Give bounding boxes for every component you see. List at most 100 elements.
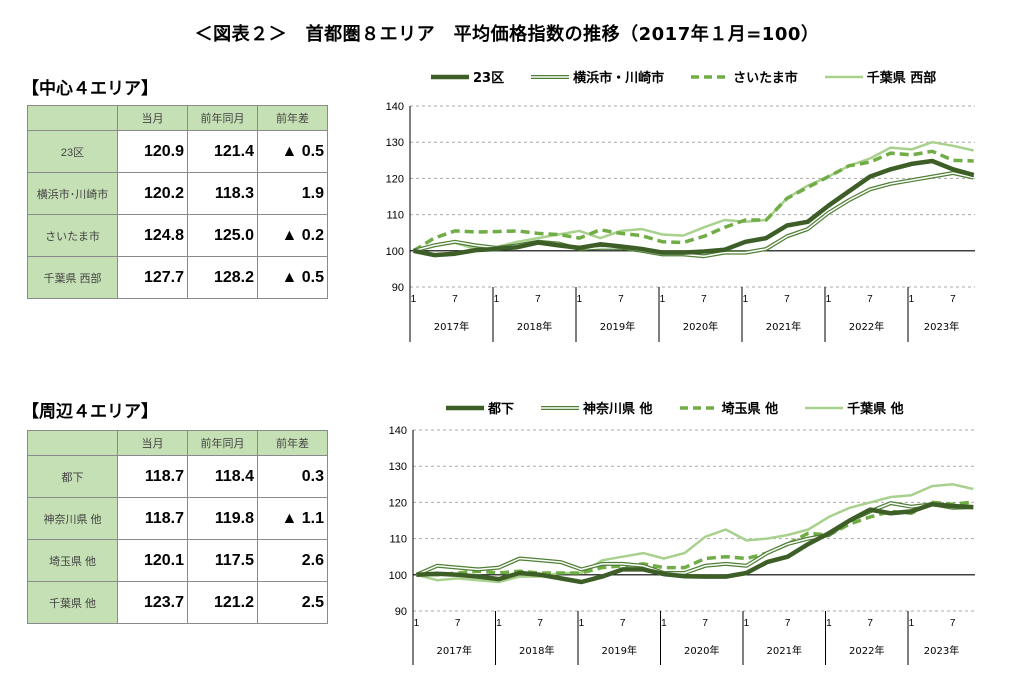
legend-item: 埼玉県 他	[679, 398, 779, 417]
col-header: 前年同月	[187, 430, 258, 456]
month-tick-label: 1	[660, 294, 666, 305]
series-dashed	[412, 149, 974, 253]
month-tick-label: 7	[950, 618, 956, 629]
month-tick-label: 7	[452, 294, 458, 305]
current-value: 127.7	[117, 256, 188, 299]
year-label: 2022年	[849, 644, 884, 657]
chart-0: 90 100 110 120 130 140 1 7 2017年 1 7 2018年 1 7 2019年 1 7…	[386, 101, 975, 342]
diff-value: 1.9	[257, 172, 328, 215]
month-tick-label: 1	[579, 618, 585, 629]
series-line	[416, 502, 974, 576]
row-label: 神奈川県 他	[27, 497, 118, 540]
table-header: 当月 前年同月 前年差	[27, 105, 328, 131]
legend-label: 埼玉県 他	[721, 402, 779, 417]
month-tick-label: 1	[909, 618, 915, 629]
legend-item: 神奈川県 他	[540, 398, 653, 417]
year-label: 2021年	[767, 644, 802, 657]
month-tick-label: 7	[618, 294, 624, 305]
series-line	[413, 158, 975, 258]
month-tick-label: 7	[702, 618, 708, 629]
year-label: 2019年	[600, 320, 635, 333]
month-tick-label: 7	[535, 294, 541, 305]
legend-swatch	[691, 74, 730, 79]
row-label: 都下	[27, 455, 118, 498]
year-label: 2017年	[434, 320, 469, 333]
series-light	[413, 140, 974, 253]
year-label: 2018年	[519, 644, 554, 657]
current-value: 120.1	[117, 539, 188, 582]
legend-item: 千葉県 他	[804, 398, 904, 417]
year-label: 2020年	[684, 644, 719, 657]
table-row: 23区 120.9 121.4 ▲ 0.5	[27, 130, 328, 173]
year-label: 2018年	[517, 320, 552, 333]
legend-swatch	[431, 74, 469, 79]
legend-item: 千葉県 西部	[824, 67, 936, 86]
y-tick-label: 120	[389, 497, 407, 509]
chart-legend: 都下 神奈川県 他 埼玉県 他 千葉県 他	[445, 398, 930, 417]
month-tick-label: 1	[826, 294, 832, 305]
y-tick-label: 110	[389, 534, 407, 546]
y-tick-label: 90	[392, 282, 404, 294]
figure-title: ＜図表２＞ 首都圏８エリア 平均価格指数の推移（2017年１月=100）	[194, 24, 820, 45]
y-tick-label: 130	[389, 461, 407, 473]
series-line	[412, 149, 974, 253]
month-tick-label: 7	[537, 618, 543, 629]
col-header	[27, 430, 118, 456]
diff-value: 2.5	[257, 581, 328, 624]
series-dark	[416, 501, 974, 585]
chart-legend: 23区 横浜市・川崎市 さいたま市 千葉県 西部	[430, 67, 962, 86]
month-tick-label: 1	[744, 618, 750, 629]
prev-year-value: 128.2	[187, 256, 258, 299]
prev-year-value: 125.0	[187, 214, 258, 257]
year-label: 2022年	[849, 320, 884, 333]
year-label: 2017年	[437, 644, 472, 657]
diff-value: 0.3	[257, 455, 328, 498]
series-light	[416, 483, 974, 584]
diff-value: ▲ 0.2	[257, 214, 328, 257]
section-heading-central: 【中心４エリア】	[22, 79, 158, 99]
prev-year-value: 121.4	[187, 130, 258, 173]
month-tick-label: 1	[411, 294, 417, 305]
month-tick-label: 7	[784, 294, 790, 305]
month-tick-label: 1	[496, 618, 502, 629]
table-row: 千葉県 西部 127.7 128.2 ▲ 0.5	[27, 256, 328, 299]
diff-value: ▲ 0.5	[257, 256, 328, 299]
table-row: 千葉県 他 123.7 121.2 2.5	[27, 581, 328, 624]
month-tick-label: 7	[785, 618, 791, 629]
legend-swatch	[541, 405, 580, 410]
table-row: さいたま市 124.8 125.0 ▲ 0.2	[27, 214, 328, 257]
month-tick-label: 1	[414, 618, 420, 629]
legend-label: 横浜市・川崎市	[573, 71, 665, 86]
legend-item: 横浜市・川崎市	[530, 67, 664, 86]
y-tick-label: 120	[386, 173, 404, 185]
legend-item: さいたま市	[690, 67, 798, 86]
y-tick-label: 100	[386, 246, 404, 258]
month-tick-label: 7	[455, 618, 461, 629]
month-tick-label: 1	[743, 294, 749, 305]
legend-item: 23区	[430, 67, 504, 86]
diff-value: ▲ 1.1	[257, 497, 328, 540]
y-tick-label: 140	[389, 425, 407, 437]
col-header	[27, 105, 118, 131]
legend-swatch	[824, 75, 863, 78]
month-tick-label: 7	[867, 618, 873, 629]
table-header: 当月 前年同月 前年差	[27, 430, 328, 456]
month-tick-label: 1	[577, 294, 583, 305]
year-label: 2020年	[683, 320, 718, 333]
row-label: 23区	[27, 130, 118, 173]
month-tick-label: 1	[494, 294, 500, 305]
legend-item: 都下	[445, 398, 514, 417]
row-label: 横浜市･川崎市	[27, 172, 118, 215]
month-tick-label: 1	[826, 618, 832, 629]
y-tick-label: 140	[386, 101, 404, 113]
y-tick-label: 90	[395, 606, 407, 618]
chart-1: 90 100 110 120 130 140 1 7 2017年 1 7 2018年 1 7 2019年 1 7…	[389, 425, 975, 665]
prev-year-value: 121.2	[187, 581, 258, 624]
legend-label: 千葉県 他	[847, 402, 904, 417]
col-header: 当月	[117, 105, 188, 131]
col-header: 前年差	[257, 430, 328, 456]
legend-label: 23区	[473, 71, 505, 86]
month-tick-label: 1	[661, 618, 667, 629]
